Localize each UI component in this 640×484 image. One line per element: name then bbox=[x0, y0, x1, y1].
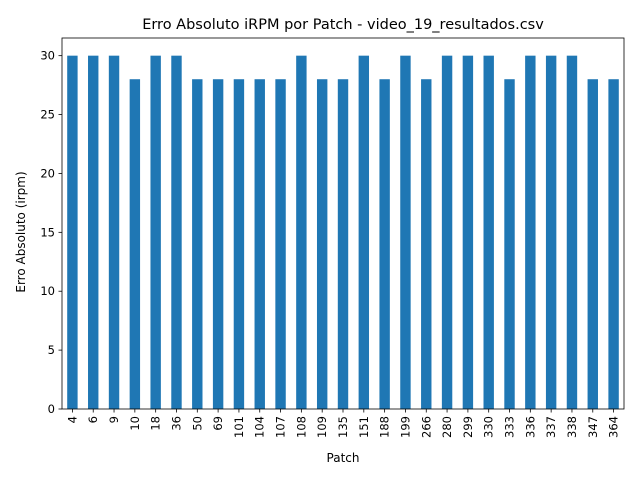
x-tick-label: 9 bbox=[107, 416, 121, 423]
x-tick-label: 333 bbox=[503, 416, 517, 438]
bar bbox=[296, 55, 307, 410]
bar bbox=[525, 55, 536, 410]
bar bbox=[254, 79, 265, 409]
y-axis-label: Erro Absoluto (irpm) bbox=[14, 171, 28, 292]
bar bbox=[379, 79, 390, 409]
bar bbox=[462, 55, 474, 410]
x-axis-label: Patch bbox=[327, 451, 360, 465]
y-axis: 0 5 10 15 20 25 30 bbox=[40, 49, 62, 416]
y-tick-label: 20 bbox=[40, 166, 55, 180]
bar bbox=[108, 55, 120, 410]
y-tick-label: 25 bbox=[40, 108, 55, 122]
bar bbox=[212, 79, 224, 409]
chart-title: Erro Absoluto iRPM por Patch - video_19_… bbox=[142, 17, 544, 33]
x-tick-label: 4 bbox=[65, 416, 79, 423]
bar bbox=[441, 55, 453, 410]
bar bbox=[275, 79, 286, 409]
x-tick-label: 337 bbox=[544, 416, 558, 438]
y-tick-label: 0 bbox=[48, 402, 55, 416]
bar bbox=[129, 79, 141, 409]
x-tick-label: 266 bbox=[419, 416, 433, 438]
bar bbox=[337, 79, 349, 409]
bar bbox=[67, 55, 78, 410]
x-tick-label: 330 bbox=[482, 416, 496, 438]
x-tick-label: 299 bbox=[461, 416, 475, 438]
bar bbox=[566, 55, 578, 410]
bar bbox=[504, 79, 515, 409]
y-tick-label: 15 bbox=[40, 225, 55, 239]
bar bbox=[545, 55, 557, 410]
x-tick-label: 151 bbox=[357, 416, 371, 438]
bar bbox=[587, 79, 598, 409]
x-tick-label: 36 bbox=[169, 416, 183, 431]
bar bbox=[421, 79, 432, 409]
x-axis: 4 6 9 10 18 36 50 69 101 104 107 108 109 135 151 188 199… bbox=[65, 409, 621, 438]
x-tick-label: 336 bbox=[523, 416, 537, 438]
plot-area bbox=[67, 55, 619, 410]
x-tick-label: 107 bbox=[274, 416, 288, 438]
x-tick-label: 104 bbox=[253, 416, 267, 438]
x-tick-label: 18 bbox=[149, 416, 163, 431]
bar bbox=[316, 79, 328, 409]
x-tick-label: 6 bbox=[86, 416, 100, 423]
x-tick-label: 188 bbox=[378, 416, 392, 438]
bar bbox=[150, 55, 161, 410]
bar bbox=[171, 55, 182, 410]
x-tick-label: 108 bbox=[294, 416, 308, 438]
x-tick-label: 280 bbox=[440, 416, 454, 438]
y-tick-label: 5 bbox=[48, 343, 55, 357]
x-tick-label: 364 bbox=[607, 416, 621, 438]
x-tick-label: 199 bbox=[398, 416, 412, 438]
axes-frame bbox=[61, 37, 625, 410]
bar bbox=[400, 55, 411, 410]
x-tick-label: 347 bbox=[586, 416, 600, 438]
x-tick-label: 50 bbox=[190, 416, 204, 431]
bar bbox=[88, 55, 99, 410]
y-tick-label: 30 bbox=[40, 49, 55, 63]
x-tick-label: 109 bbox=[315, 416, 329, 438]
x-tick-label: 101 bbox=[232, 416, 246, 438]
bar bbox=[608, 79, 619, 409]
x-tick-label: 10 bbox=[128, 416, 142, 431]
bar bbox=[233, 79, 245, 409]
x-tick-label: 135 bbox=[336, 416, 350, 438]
bar bbox=[483, 55, 494, 410]
x-tick-label: 338 bbox=[565, 416, 579, 438]
x-tick-label: 69 bbox=[211, 416, 225, 431]
y-tick-label: 10 bbox=[40, 284, 55, 298]
bar bbox=[358, 55, 370, 410]
bar bbox=[192, 79, 203, 409]
